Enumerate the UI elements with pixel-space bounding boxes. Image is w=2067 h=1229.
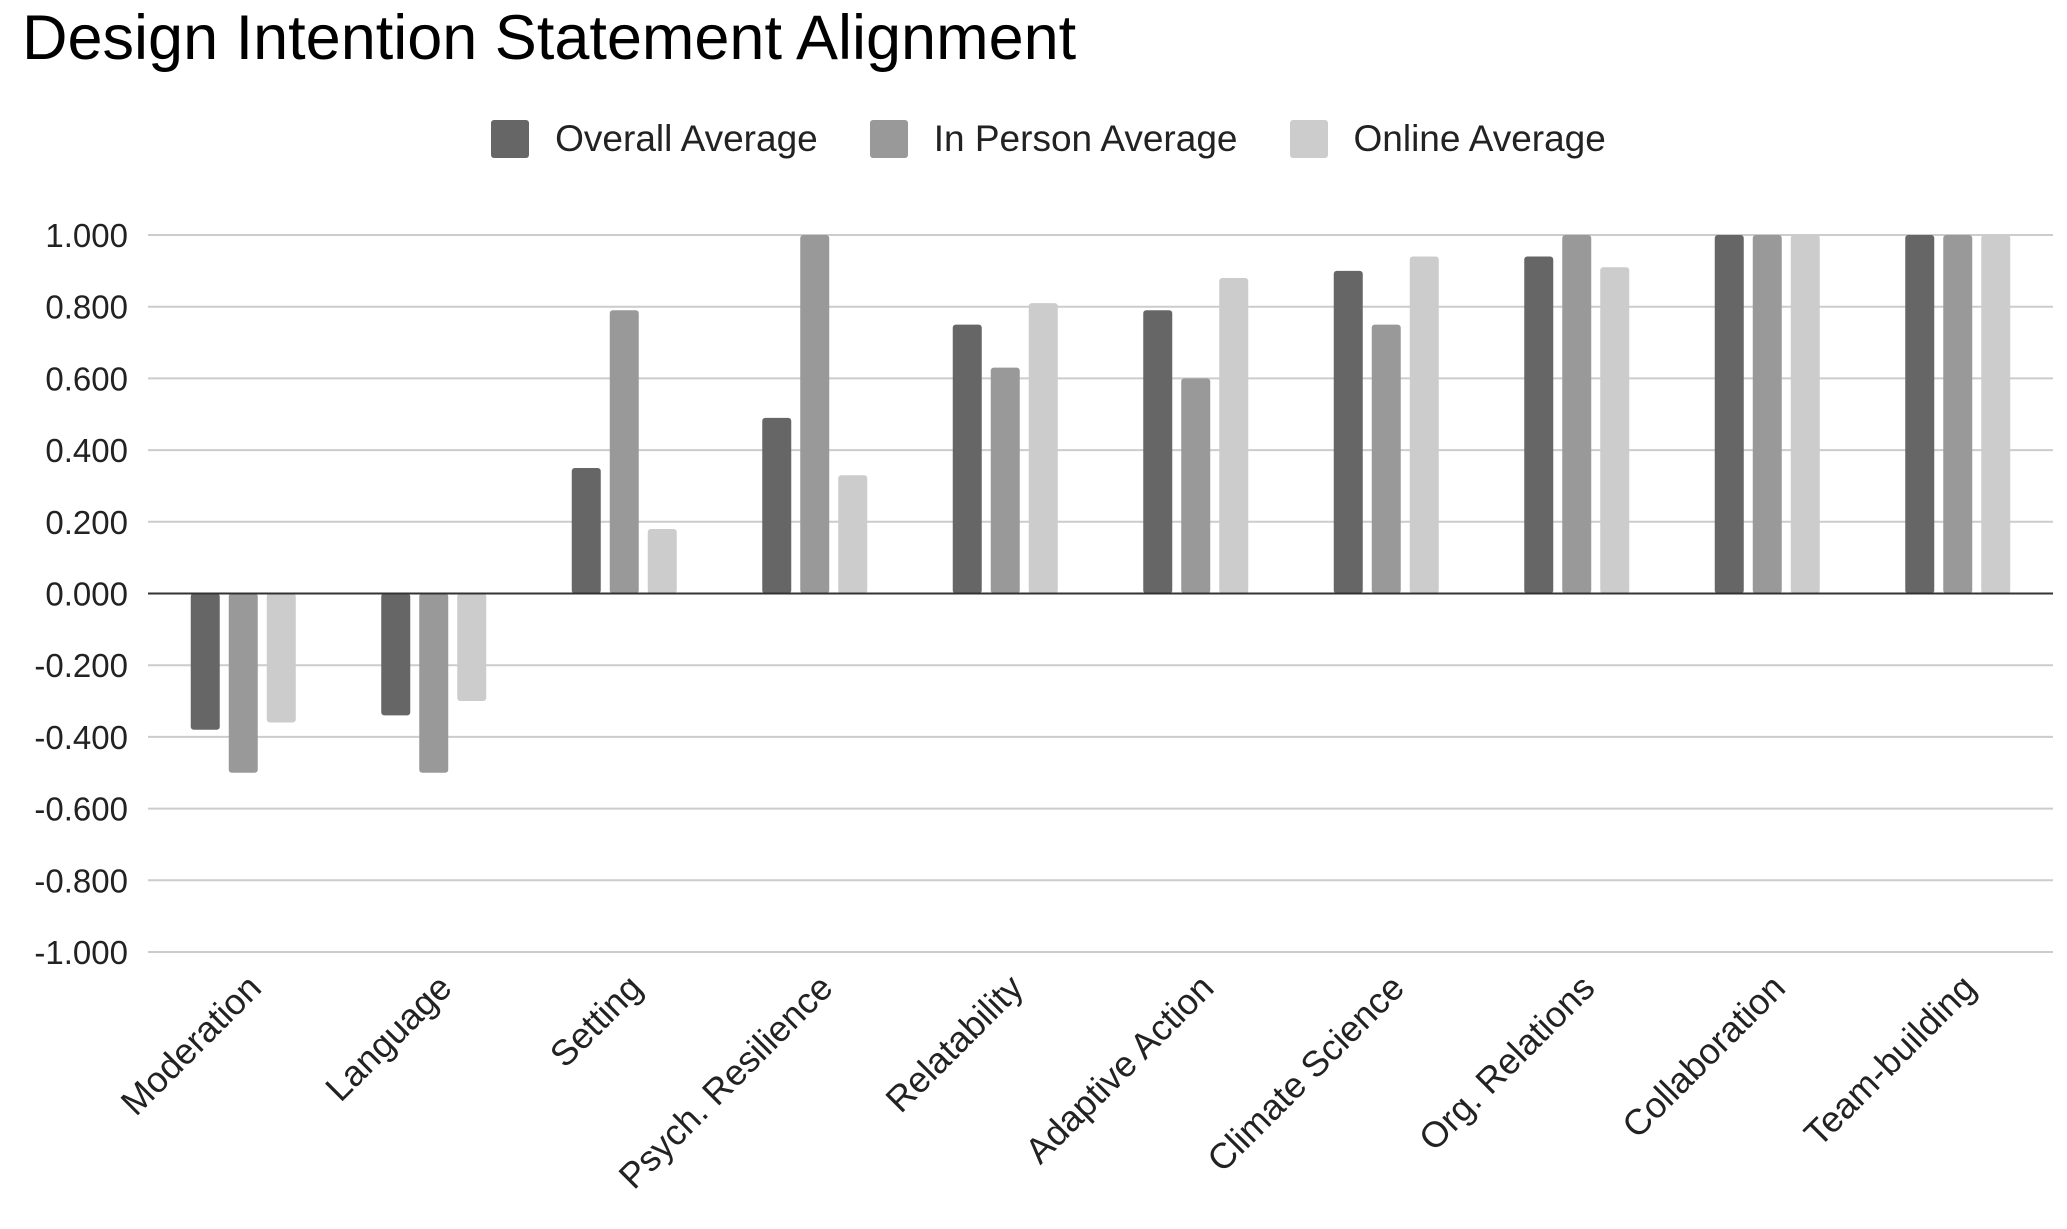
bar-in-person-average-relatability[interactable] — [990, 367, 1020, 594]
bar-in-person-average-setting[interactable] — [609, 310, 639, 594]
y-tick-label: 1.000 — [45, 217, 128, 254]
x-tick-label-org-relations: Org. Relations — [1411, 967, 1603, 1159]
bar-online-average-setting[interactable] — [647, 528, 677, 594]
bar-in-person-average-climate-science[interactable] — [1371, 324, 1401, 594]
y-tick-label: -0.800 — [34, 862, 128, 899]
bar-overall-average-team-building[interactable] — [1905, 235, 1935, 594]
y-tick-label: 0.600 — [45, 360, 128, 397]
legend-swatch-online-average — [1289, 120, 1328, 158]
bar-overall-average-climate-science[interactable] — [1333, 270, 1363, 594]
legend-item-overall-average[interactable]: Overall Average — [491, 118, 818, 160]
x-tick-label-adaptive-action: Adaptive Action — [1017, 967, 1221, 1171]
legend-item-online-average[interactable]: Online Average — [1289, 118, 1606, 160]
y-axis-ticks: 1.000 0.800 0.600 0.400 0.200 0.000 -0.200 -0.4… — [34, 217, 128, 971]
bars — [190, 235, 2011, 773]
bar-online-average-relatability[interactable] — [1028, 303, 1058, 594]
bar-online-average-climate-science[interactable] — [1409, 256, 1439, 594]
y-tick-label: 0.400 — [45, 432, 128, 469]
bar-overall-average-collaboration[interactable] — [1714, 235, 1744, 594]
legend-label-in-person-average: In Person Average — [933, 118, 1238, 159]
bar-in-person-average-collaboration[interactable] — [1752, 235, 1782, 594]
bar-in-person-average-org-relations[interactable] — [1562, 235, 1592, 594]
chart-legend: Overall Average In Person Average Online… — [0, 118, 2067, 160]
legend-label-overall-average: Overall Average — [555, 118, 818, 159]
bar-online-average-language[interactable] — [457, 593, 487, 702]
legend-swatch-overall-average — [491, 120, 530, 158]
y-tick-label: 0.000 — [45, 576, 128, 613]
y-tick-label: -0.600 — [34, 791, 128, 828]
bar-online-average-team-building[interactable] — [1981, 235, 2011, 594]
x-tick-label-psych-resilience: Psych. Resilience — [611, 967, 841, 1197]
legend-swatch-in-person-average — [869, 120, 908, 158]
bar-online-average-moderation[interactable] — [266, 593, 296, 723]
bar-in-person-average-psych-resilience[interactable] — [800, 235, 830, 594]
bar-in-person-average-team-building[interactable] — [1943, 235, 1973, 594]
bar-overall-average-language[interactable] — [381, 593, 411, 716]
bar-online-average-psych-resilience[interactable] — [838, 475, 868, 594]
chart-title: Design Intention Statement Alignment — [22, 3, 1077, 73]
bar-overall-average-org-relations[interactable] — [1524, 256, 1554, 594]
bar-overall-average-relatability[interactable] — [952, 324, 982, 594]
legend-item-in-person-average[interactable]: In Person Average — [869, 118, 1238, 160]
y-tick-label: -0.200 — [34, 647, 128, 684]
bar-in-person-average-adaptive-action[interactable] — [1181, 378, 1211, 594]
x-tick-label-team-building: Team-building — [1796, 967, 1983, 1154]
bar-overall-average-psych-resilience[interactable] — [762, 417, 792, 594]
bar-overall-average-adaptive-action[interactable] — [1143, 310, 1173, 594]
bar-online-average-adaptive-action[interactable] — [1219, 278, 1249, 594]
bar-online-average-org-relations[interactable] — [1600, 267, 1630, 594]
bar-in-person-average-moderation[interactable] — [228, 593, 258, 773]
x-tick-label-moderation: Moderation — [113, 967, 269, 1123]
y-tick-label: 0.200 — [45, 504, 128, 541]
x-tick-label-relatability: Relatability — [877, 967, 1031, 1121]
bar-in-person-average-language[interactable] — [419, 593, 449, 773]
bar-overall-average-setting[interactable] — [571, 468, 601, 594]
legend-label-online-average: Online Average — [1353, 118, 1606, 159]
y-tick-label: 0.800 — [45, 289, 128, 326]
bar-overall-average-moderation[interactable] — [190, 593, 220, 730]
bar-online-average-collaboration[interactable] — [1790, 235, 1820, 594]
y-tick-label: -0.400 — [34, 719, 128, 756]
x-tick-label-setting: Setting — [542, 967, 650, 1075]
x-tick-label-collaboration: Collaboration — [1614, 967, 1793, 1146]
x-tick-label-language: Language — [317, 967, 459, 1109]
x-tick-label-climate-science: Climate Science — [1199, 967, 1412, 1180]
y-tick-label: -1.000 — [34, 934, 128, 971]
